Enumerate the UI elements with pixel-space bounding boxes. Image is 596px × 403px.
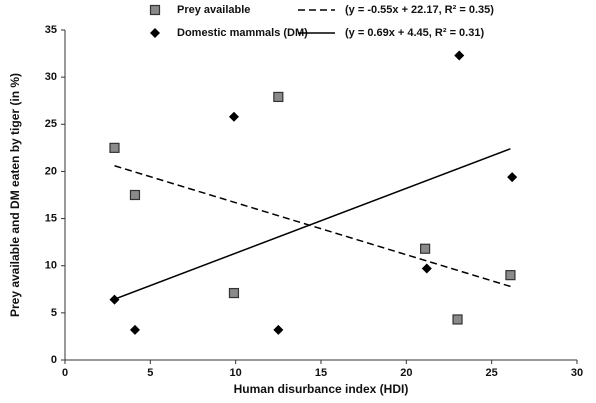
y-tick-label: 30	[45, 71, 57, 83]
x-tick-label: 25	[486, 367, 498, 379]
trend-line	[114, 148, 511, 300]
point	[109, 142, 120, 153]
legend-label: (y = -0.55x + 22.17, R² = 0.35)	[345, 4, 494, 16]
legend-label: Prey available	[177, 4, 250, 16]
x-tick-label: 15	[315, 367, 327, 379]
trend-line	[114, 165, 511, 288]
point	[129, 189, 141, 201]
y-tick-label: 5	[51, 307, 57, 319]
x-axis-label: Human disurbance index (HDI)	[234, 382, 409, 396]
point	[228, 287, 240, 299]
x-tick-label: 5	[147, 367, 153, 379]
x-tick-label: 0	[62, 367, 68, 379]
legend-label: Domestic mammals (DM)	[177, 27, 308, 39]
point	[421, 263, 432, 274]
point	[452, 314, 463, 325]
point	[505, 270, 516, 281]
y-tick-label: 0	[51, 354, 57, 366]
point	[507, 172, 518, 183]
point	[420, 243, 431, 254]
point	[454, 50, 465, 61]
y-tick-label: 10	[45, 260, 57, 272]
y-tick-label: 20	[45, 165, 57, 177]
legend-marker	[150, 28, 160, 38]
y-tick-label: 15	[45, 212, 57, 224]
point	[273, 324, 284, 335]
point	[129, 324, 140, 335]
y-tick-label: 35	[45, 24, 57, 36]
legend-marker	[149, 4, 161, 16]
y-axis-label: Prey available and DM eaten by tiger (in…	[8, 73, 22, 317]
point	[273, 91, 284, 103]
x-tick-label: 10	[230, 367, 242, 379]
x-tick-label: 20	[400, 367, 412, 379]
legend-label: (y = 0.69x + 4.45, R² = 0.31)	[345, 27, 484, 39]
x-tick-label: 30	[571, 367, 583, 379]
point	[109, 294, 120, 305]
point	[228, 111, 239, 122]
y-tick-label: 25	[45, 118, 57, 130]
